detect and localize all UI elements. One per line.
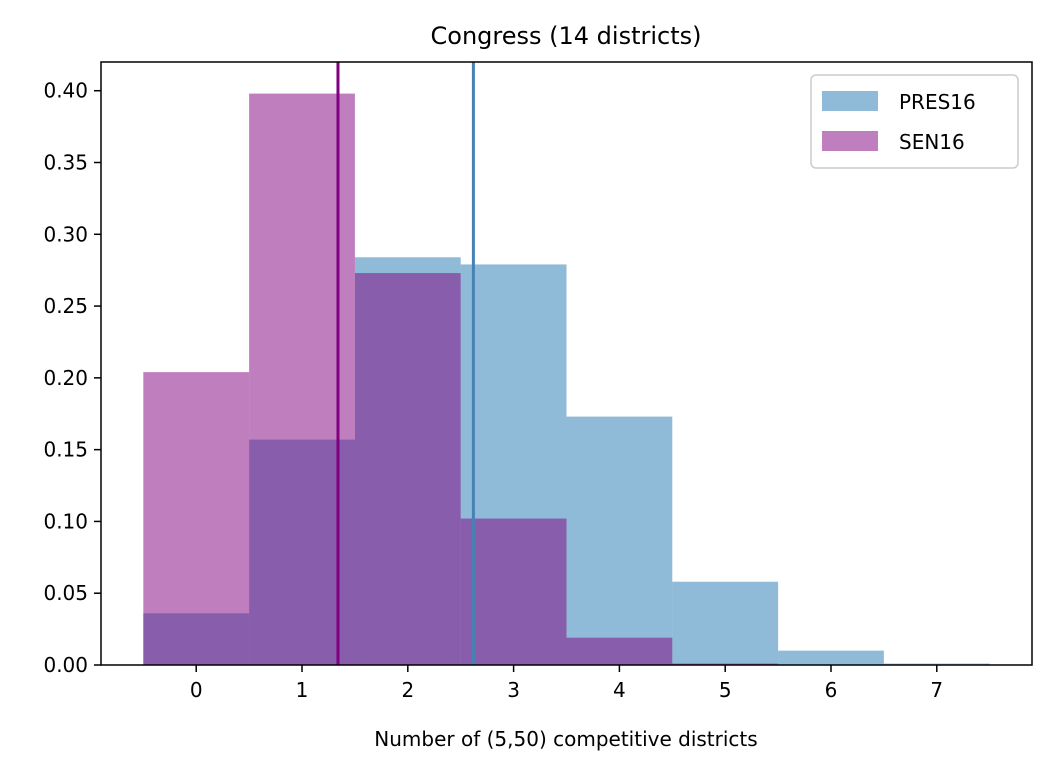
x-tick-label: 7 (930, 678, 943, 702)
y-tick-label: 0.15 (43, 438, 88, 462)
bar-sen16-4 (566, 637, 673, 665)
bar-pres16-6 (778, 650, 884, 665)
legend: PRES16 SEN16 (810, 74, 1019, 169)
y-tick-label: 0.20 (43, 366, 88, 390)
legend-swatch-pres16 (822, 91, 878, 111)
legend-label-sen16: SEN16 (899, 130, 965, 154)
x-axis-ticks: 0 1 2 3 4 5 6 7 (190, 665, 943, 702)
y-tick-label: 0.10 (43, 509, 88, 533)
bar-sen16-2 (354, 273, 461, 665)
y-tick-label: 0.00 (43, 653, 88, 677)
y-tick-label: 0.35 (43, 151, 88, 175)
x-tick-label: 2 (401, 678, 414, 702)
x-tick-label: 3 (507, 678, 520, 702)
legend-swatch-sen16 (822, 131, 878, 151)
bar-pres16-5 (672, 581, 779, 665)
y-axis-ticks: 0.00 0.05 0.10 0.15 0.20 0.25 0.30 0.35 0.40 (43, 79, 101, 677)
x-tick-label: 6 (825, 678, 838, 702)
legend-label-pres16: PRES16 (899, 90, 976, 114)
x-tick-label: 5 (719, 678, 732, 702)
y-tick-label: 0.25 (43, 294, 88, 318)
y-tick-label: 0.40 (43, 79, 88, 103)
x-tick-label: 0 (190, 678, 203, 702)
y-tick-label: 0.05 (43, 581, 88, 605)
bar-sen16-0 (143, 372, 250, 665)
mean-lines-layer (336, 62, 475, 665)
bars-layer (143, 93, 990, 666)
plot-frame (100, 61, 1033, 666)
y-tick-label: 0.30 (43, 222, 88, 246)
x-tick-label: 1 (296, 678, 309, 702)
x-tick-label: 4 (613, 678, 626, 702)
bar-pres16-4 (566, 416, 673, 665)
chart-title: Congress (14 districts) (431, 22, 702, 50)
legend-box (810, 74, 1019, 169)
bar-sen16-3 (460, 518, 567, 665)
x-axis-label: Number of (5,50) competitive districts (374, 727, 757, 751)
